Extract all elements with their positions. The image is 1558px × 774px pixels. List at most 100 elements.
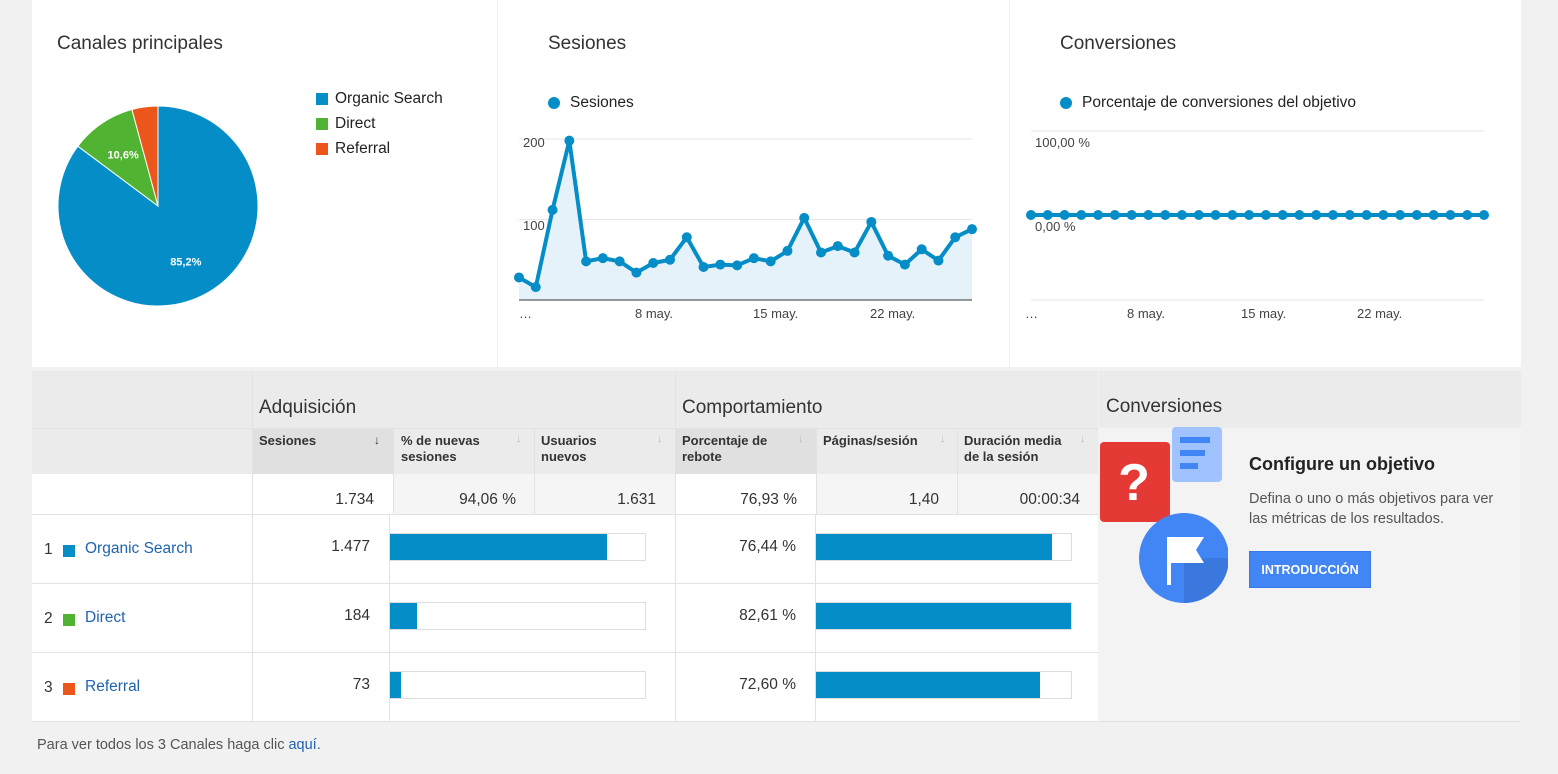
conversions-line-chart: 100,00 % 0,00 % … 8 may. 15 may. 22 may. [1025, 130, 1489, 321]
total-new-users: 1.631 [617, 491, 656, 508]
data-point[interactable] [732, 260, 743, 271]
data-point[interactable] [933, 255, 944, 266]
pie-slice-referral[interactable] [131, 105, 159, 207]
data-point[interactable] [1462, 210, 1473, 220]
sort-icon[interactable]: ↓ [798, 433, 804, 445]
data-point[interactable] [849, 247, 860, 258]
data-point[interactable] [1109, 210, 1120, 220]
legend-label: Porcentaje de conversiones del objetivo [1082, 94, 1357, 111]
data-point[interactable] [530, 282, 541, 293]
data-point[interactable] [1479, 210, 1489, 220]
col-pages[interactable]: Páginas/sesión [823, 433, 918, 448]
data-point[interactable] [883, 250, 894, 261]
data-point[interactable] [564, 135, 575, 146]
row-color-swatch [63, 614, 75, 626]
col-new-users[interactable]: Usuarios nuevos [541, 433, 597, 464]
data-point[interactable] [1445, 210, 1456, 220]
row-sessions-bar [389, 602, 646, 630]
data-point[interactable] [614, 256, 625, 267]
data-point[interactable] [1277, 210, 1288, 220]
data-point[interactable] [1093, 210, 1104, 220]
data-point[interactable] [1294, 210, 1305, 220]
data-point[interactable] [1076, 210, 1087, 220]
conversions-title: Conversiones [1060, 33, 1177, 54]
data-point[interactable] [967, 224, 977, 235]
data-point[interactable] [648, 257, 659, 268]
row-link-organic-search[interactable]: Organic Search [85, 540, 193, 557]
data-point[interactable] [916, 244, 927, 255]
data-point[interactable] [899, 259, 910, 270]
footer-link[interactable]: aquí [288, 737, 317, 753]
data-point[interactable] [631, 267, 642, 278]
data-point[interactable] [1177, 210, 1187, 220]
sort-desc-icon[interactable]: ↓ [374, 433, 380, 447]
row-bounce-bar [815, 602, 1072, 630]
intro-button[interactable]: INTRODUCCIÓN [1249, 551, 1371, 588]
data-point[interactable] [1328, 210, 1338, 220]
conversions-card [1010, 0, 1521, 367]
data-point[interactable] [799, 212, 810, 223]
data-point[interactable] [681, 232, 692, 243]
sort-icon[interactable]: ↓ [516, 433, 522, 445]
sort-icon[interactable]: ↓ [657, 433, 663, 445]
data-point[interactable] [581, 256, 592, 267]
data-point[interactable] [748, 253, 759, 264]
data-point[interactable] [1378, 210, 1389, 220]
data-point[interactable] [1344, 210, 1355, 220]
row-bounce: 72,60 % [739, 676, 796, 693]
data-point[interactable] [832, 241, 843, 252]
data-point[interactable] [1160, 210, 1171, 220]
sort-icon[interactable]: ↓ [1080, 433, 1086, 445]
data-point[interactable] [1395, 210, 1406, 220]
data-point[interactable] [765, 256, 776, 267]
col-new-sessions[interactable]: % de nuevas sesiones [401, 433, 480, 464]
data-point[interactable] [950, 232, 961, 243]
x-tick-label: … [1025, 306, 1038, 321]
data-point[interactable] [698, 262, 709, 273]
legend-dot [548, 97, 560, 109]
legend-label: Referral [335, 140, 391, 157]
col-sessions[interactable]: Sesiones [259, 433, 317, 448]
data-point[interactable] [665, 254, 675, 265]
data-point[interactable] [715, 259, 726, 270]
data-point[interactable] [1428, 210, 1439, 220]
row-link-direct[interactable]: Direct [85, 609, 126, 626]
y-tick-label: 100,00 % [1035, 135, 1090, 150]
legend-dot [1060, 97, 1072, 109]
sort-icon[interactable]: ↓ [940, 433, 946, 445]
data-point[interactable] [816, 247, 826, 258]
col-bounce[interactable]: Porcentaje de rebote [682, 433, 768, 464]
data-point[interactable] [1143, 210, 1154, 220]
data-point[interactable] [1260, 210, 1271, 220]
data-point[interactable] [1193, 210, 1204, 220]
channels-pie-chart: 85,2% 10,6% [57, 105, 259, 307]
legend-direct[interactable]: Direct [316, 115, 375, 133]
data-point[interactable] [597, 253, 608, 264]
data-point[interactable] [1244, 210, 1255, 220]
x-tick-label: 15 may. [1241, 306, 1286, 321]
bounce-header-cell [676, 428, 816, 474]
data-point[interactable] [547, 204, 558, 215]
data-point[interactable] [1042, 210, 1053, 220]
data-point[interactable] [1361, 210, 1372, 220]
data-point[interactable] [1411, 210, 1422, 220]
conversions-legend[interactable]: Porcentaje de conversiones del objetivo [1060, 94, 1356, 112]
legend-label: Sesiones [570, 94, 634, 111]
col-duration[interactable]: Duración media de la sesión [964, 433, 1062, 464]
data-point[interactable] [1227, 210, 1238, 220]
sessions-legend[interactable]: Sesiones [548, 94, 634, 112]
data-point[interactable] [1210, 210, 1221, 220]
data-point[interactable] [1026, 210, 1036, 220]
x-tick-label: 8 may. [635, 306, 673, 321]
legend-referral[interactable]: Referral [316, 140, 390, 158]
x-tick-label: 22 may. [870, 306, 915, 321]
data-point[interactable] [1126, 210, 1137, 220]
data-point[interactable] [514, 272, 524, 283]
row-sessions-bar [389, 671, 646, 699]
legend-organic-search[interactable]: Organic Search [316, 90, 443, 108]
data-point[interactable] [782, 245, 793, 256]
data-point[interactable] [866, 216, 877, 227]
data-point[interactable] [1059, 210, 1070, 220]
data-point[interactable] [1311, 210, 1322, 220]
row-link-referral[interactable]: Referral [85, 678, 141, 695]
